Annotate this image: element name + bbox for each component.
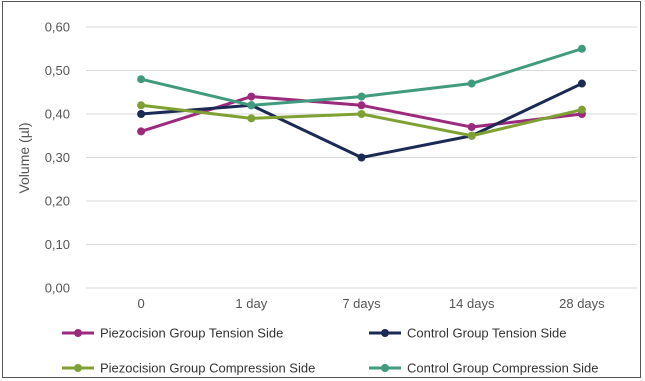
data-point xyxy=(137,75,146,84)
data-point xyxy=(467,123,476,132)
y-tick-label: 0,60 xyxy=(45,20,70,35)
data-point xyxy=(247,101,256,110)
legend-label: Piezocision Group Compression Side xyxy=(100,361,315,376)
legend-label: Control Group Tension Side xyxy=(407,326,566,341)
y-tick-label: 0,30 xyxy=(45,150,70,165)
legend-item: Control Group Compression Side xyxy=(369,361,598,376)
data-point xyxy=(247,92,256,101)
data-point xyxy=(357,110,366,118)
data-point xyxy=(357,153,366,162)
legend: Piezocision Group Tension Side Control Gr… xyxy=(62,326,598,376)
legend-swatch-marker xyxy=(74,364,82,372)
legend-item: Piezocision Group Tension Side xyxy=(62,326,283,341)
y-tick-label: 0,20 xyxy=(45,194,70,209)
series-lines xyxy=(137,44,586,162)
legend-swatch-marker xyxy=(381,329,389,337)
data-point xyxy=(137,101,146,110)
y-tick-label: 0,40 xyxy=(45,107,70,122)
data-point xyxy=(467,131,476,140)
y-tick-label: 0,00 xyxy=(45,281,70,296)
legend-swatch-marker xyxy=(74,329,82,337)
y-axis-title: Volume (µl) xyxy=(16,122,32,193)
data-point xyxy=(357,101,366,110)
data-point xyxy=(137,127,146,136)
series-4 xyxy=(137,44,586,110)
legend-label: Control Group Compression Side xyxy=(407,361,598,376)
data-point xyxy=(577,44,586,53)
x-tick-labels: 0 1 day 7 days 14 days 28 days xyxy=(137,296,605,311)
data-point xyxy=(247,114,256,123)
series-3 xyxy=(137,101,586,140)
data-point xyxy=(467,79,476,88)
y-tick-label: 0,50 xyxy=(45,63,70,78)
x-tick-label: 28 days xyxy=(559,296,605,311)
x-tick-label: 7 days xyxy=(342,296,381,311)
legend-swatch-marker xyxy=(381,364,389,372)
x-tick-label: 14 days xyxy=(449,296,495,311)
data-point xyxy=(577,79,586,88)
legend-label: Piezocision Group Tension Side xyxy=(100,326,283,341)
legend-item: Piezocision Group Compression Side xyxy=(62,361,315,376)
data-point xyxy=(577,105,586,114)
y-tick-label: 0,10 xyxy=(45,237,70,252)
x-tick-label: 0 xyxy=(137,296,144,311)
data-point xyxy=(357,92,366,101)
data-point xyxy=(137,110,146,118)
y-tick-labels: 0,00 0,10 0,20 0,30 0,40 0,50 0,60 xyxy=(45,20,70,296)
x-tick-label: 1 day xyxy=(235,296,267,311)
legend-item: Control Group Tension Side xyxy=(369,326,566,341)
